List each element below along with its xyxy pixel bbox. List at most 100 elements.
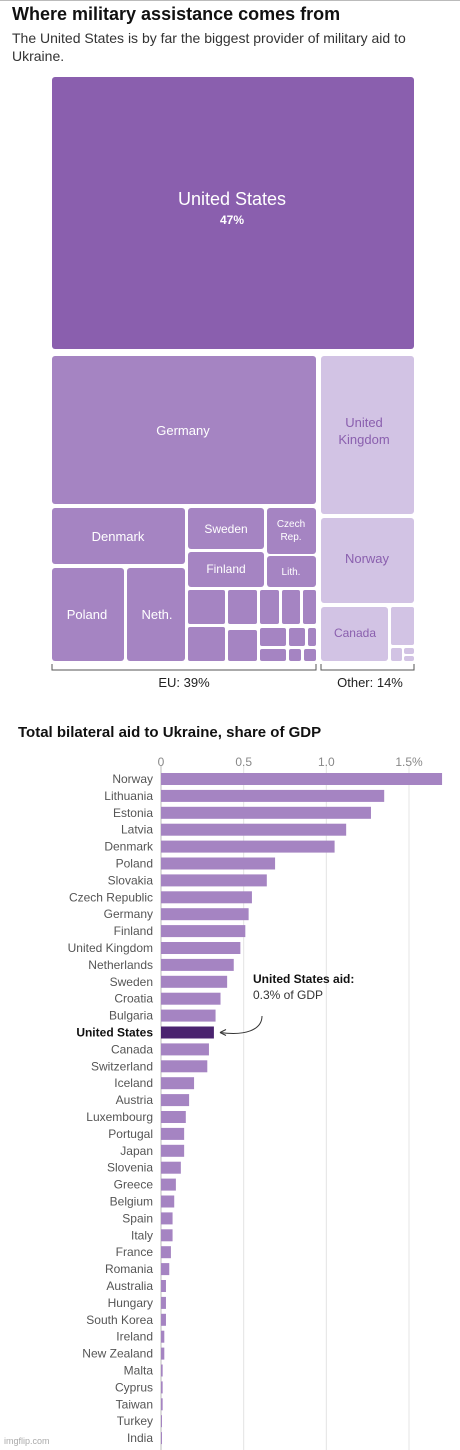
bar-canada [161,1043,209,1056]
x-tick-label: 1.5% [395,755,423,769]
bar-taiwan [161,1398,163,1411]
bar-belgium [161,1195,175,1208]
category-label-switzerland: Switzerland [91,1059,153,1073]
treemap-small-cell [188,590,225,624]
category-label-iceland: Iceland [114,1076,153,1090]
category-label-south-korea: South Korea [86,1313,153,1327]
category-label-latvia: Latvia [121,823,153,837]
treemap-label-line: Rep. [280,532,301,543]
category-label-taiwan: Taiwan [116,1397,153,1411]
treemap-cell-norway [321,518,414,603]
bar-united-kingdom [161,942,241,954]
treemap-cell-finland [188,552,264,587]
category-label-lithuania: Lithuania [104,789,153,803]
page-title: Where military assistance comes from [12,4,341,24]
treemap-label-line: United [345,415,383,430]
annotation-text: 0.3% of GDP [253,988,323,1002]
category-label-netherlands: Netherlands [88,958,153,972]
bar-switzerland [161,1060,208,1073]
x-tick-label: 0.5 [235,755,252,769]
treemap-cell-canada [321,607,388,661]
treemap-label-sweden: Sweden [204,522,247,536]
bar-bulgaria [161,1009,216,1022]
treemap-small-cell [404,656,414,661]
category-label-belgium: Belgium [110,1195,153,1209]
group-bracket-eu [51,664,317,671]
category-label-hungary: Hungary [108,1296,153,1310]
bar-austria [161,1094,190,1107]
bar-portugal [161,1127,185,1140]
annotation-arrow [219,1015,263,1034]
x-tick-label: 1.0 [318,755,335,769]
bar-norway [161,773,443,785]
treemap-label-united-states: United States [178,189,286,209]
treemap-label-norway: Norway [345,551,390,566]
bar-spain [161,1212,173,1225]
treemap-small-cell [304,649,316,661]
treemap-cell-sweden [188,508,264,549]
bar-united-states [161,1026,214,1039]
watermark: imgflip.com [4,1436,50,1446]
category-label-portugal: Portugal [108,1127,153,1141]
treemap-small-cell [391,648,402,661]
treemap-value-united-states: 47% [220,213,244,227]
bar-poland [161,857,276,870]
category-label-france: France [116,1245,154,1259]
treemap-small-cell [308,628,316,646]
treemap-label-poland: Poland [67,607,107,622]
category-label-germany: Germany [104,907,153,921]
category-label-india: India [127,1431,153,1445]
category-label-new-zealand: New Zealand [82,1347,153,1361]
treemap-small-cell [282,590,300,624]
category-label-bulgaria: Bulgaria [109,1009,153,1023]
category-label-czech-republic: Czech Republic [69,890,153,904]
bar-denmark [161,840,335,853]
treemap-chart: United States 47% Germany United Kingdom Norw… [51,77,415,690]
bar-romania [161,1263,170,1276]
annotation-title: United States aid: [253,972,354,986]
category-label-turkey: Turkey [117,1414,153,1428]
category-label-italy: Italy [131,1228,153,1242]
treemap-label-germany: Germany [156,423,210,438]
bar-lithuania [161,789,385,802]
treemap-cell-poland [52,568,124,661]
treemap-small-cell [391,607,414,645]
treemap-cell-germany [52,356,316,504]
bar-luxembourg [161,1111,186,1123]
treemap-label-canada: Canada [334,626,376,640]
bar-chart-title: Total bilateral aid to Ukraine, share of… [18,724,322,741]
bar-greece [161,1178,176,1191]
x-tick-label: 0 [158,755,165,769]
category-label-greece: Greece [114,1178,154,1192]
category-label-slovenia: Slovenia [107,1161,153,1175]
group-bracket-other [320,664,415,671]
category-label-estonia: Estonia [113,806,153,820]
bar-czech-republic [161,891,252,904]
page-subtitle: The United States is by far the biggest … [12,30,406,64]
treemap-label-neth: Neth. [141,607,172,622]
treemap-label-lith: Lith. [282,567,301,578]
category-label-cyprus: Cyprus [115,1380,153,1394]
category-label-romania: Romania [105,1262,153,1276]
treemap-small-cell [228,590,257,624]
bar-hungary [161,1296,166,1309]
top-divider [0,0,460,1]
treemap-small-cell [404,648,414,654]
treemap-small-cell [260,590,279,624]
category-label-denmark: Denmark [104,840,154,854]
category-label-united-states: United States [76,1026,153,1040]
bar-japan [161,1144,185,1157]
bar-germany [161,908,249,921]
bar-australia [161,1280,166,1292]
bar-croatia [161,992,221,1005]
category-label-ireland: Ireland [116,1330,153,1344]
bar-slovakia [161,874,267,887]
bar-latvia [161,823,347,836]
category-label-canada: Canada [111,1042,153,1056]
bar-cyprus [161,1381,163,1394]
bar-india [161,1432,162,1445]
category-label-austria: Austria [116,1093,154,1107]
bar-estonia [161,806,371,819]
treemap-label-line: Czech [277,519,305,530]
